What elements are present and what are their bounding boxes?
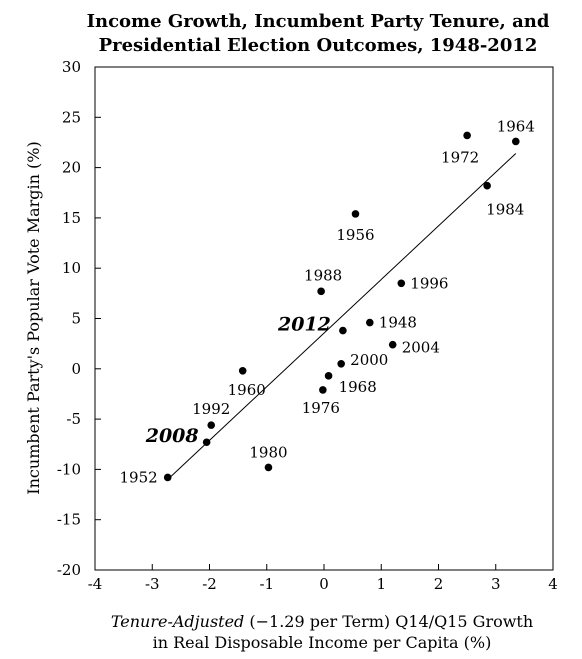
y-tick-label: 30 <box>62 58 81 76</box>
y-tick-label: -15 <box>57 511 81 529</box>
point-label-1968: 1968 <box>339 378 377 396</box>
y-tick-label: 25 <box>62 108 81 126</box>
point-label-1980: 1980 <box>249 443 287 461</box>
point-1956 <box>351 210 360 218</box>
x-tick-label: 0 <box>319 575 329 593</box>
point-1992 <box>207 421 216 429</box>
x-tick-label: 2 <box>434 575 444 593</box>
point-label-1948: 1948 <box>379 314 417 332</box>
point-labels-group: 1948 1952 1956 1960 1964 1968 1972 1976 1980 1984… <box>120 117 535 486</box>
point-label-1976: 1976 <box>302 399 340 417</box>
point-2000 <box>337 359 345 368</box>
point-label-1984: 1984 <box>486 201 524 219</box>
point-1980 <box>264 463 273 472</box>
point-1984 <box>483 181 491 190</box>
y-tick-label: 20 <box>62 159 81 177</box>
x-tick-label: 4 <box>548 575 558 593</box>
point-1952 <box>163 473 172 482</box>
x-axis-label-line-1: Tenure-Adjusted (−1.29 per Term) Q14/Q15… <box>111 612 533 631</box>
point-label-1960: 1960 <box>228 381 266 399</box>
x-tick-label: -4 <box>88 575 103 593</box>
point-label-1956: 1956 <box>336 226 374 244</box>
x-axis-label-italic: Tenure-Adjusted <box>111 612 244 631</box>
point-2004 <box>388 340 397 349</box>
y-axis-label: Incumbent Party's Popular Vote Margin (%… <box>24 141 43 494</box>
x-tick-label: -1 <box>259 575 274 593</box>
x-tick-label: -2 <box>202 575 217 593</box>
points-group <box>163 131 520 482</box>
point-1964 <box>511 137 520 146</box>
point-label-1972: 1972 <box>441 148 479 166</box>
y-tick-label: 0 <box>71 360 81 378</box>
y-tick-label: -5 <box>66 410 81 428</box>
fit-line <box>167 153 517 480</box>
point-1972 <box>463 131 471 140</box>
x-tick-label: 1 <box>376 575 386 593</box>
point-1996 <box>397 279 406 288</box>
point-label-2004: 2004 <box>402 339 440 357</box>
point-label-1988: 1988 <box>304 266 342 284</box>
y-tick-label: 10 <box>62 259 81 277</box>
x-tick-label: -3 <box>145 575 160 593</box>
chart-title-line-1: Income Growth, Incumbent Party Tenure, a… <box>87 11 550 32</box>
point-1968 <box>324 372 333 380</box>
point-label-2008: 2008 <box>145 425 199 447</box>
point-label-1996: 1996 <box>410 274 448 292</box>
point-label-1964: 1964 <box>497 117 535 135</box>
point-label-2000: 2000 <box>350 351 388 369</box>
chart-title-line-2: Presidential Election Outcomes, 1948-201… <box>99 35 538 56</box>
y-tick-label: -20 <box>57 561 81 579</box>
point-label-1952: 1952 <box>120 468 158 486</box>
y-tick-label: -10 <box>57 460 81 478</box>
point-label-2012: 2012 <box>277 314 331 336</box>
point-2012 <box>339 326 347 335</box>
point-1960 <box>238 367 247 375</box>
point-1976 <box>319 386 327 394</box>
point-1948 <box>366 318 374 327</box>
point-label-1992: 1992 <box>192 400 230 418</box>
point-1988 <box>317 287 325 296</box>
point-2008 <box>202 438 211 447</box>
x-axis-label-line-2: in Real Disposable Income per Capita (%) <box>153 633 492 652</box>
x-tick-label: 3 <box>491 575 501 593</box>
fit-line-group <box>167 153 517 480</box>
y-tick-label: 5 <box>71 310 81 328</box>
x-axis-label-rest: (−1.29 per Term) Q14/Q15 Growth <box>244 612 533 631</box>
y-tick-label: 15 <box>62 209 81 227</box>
